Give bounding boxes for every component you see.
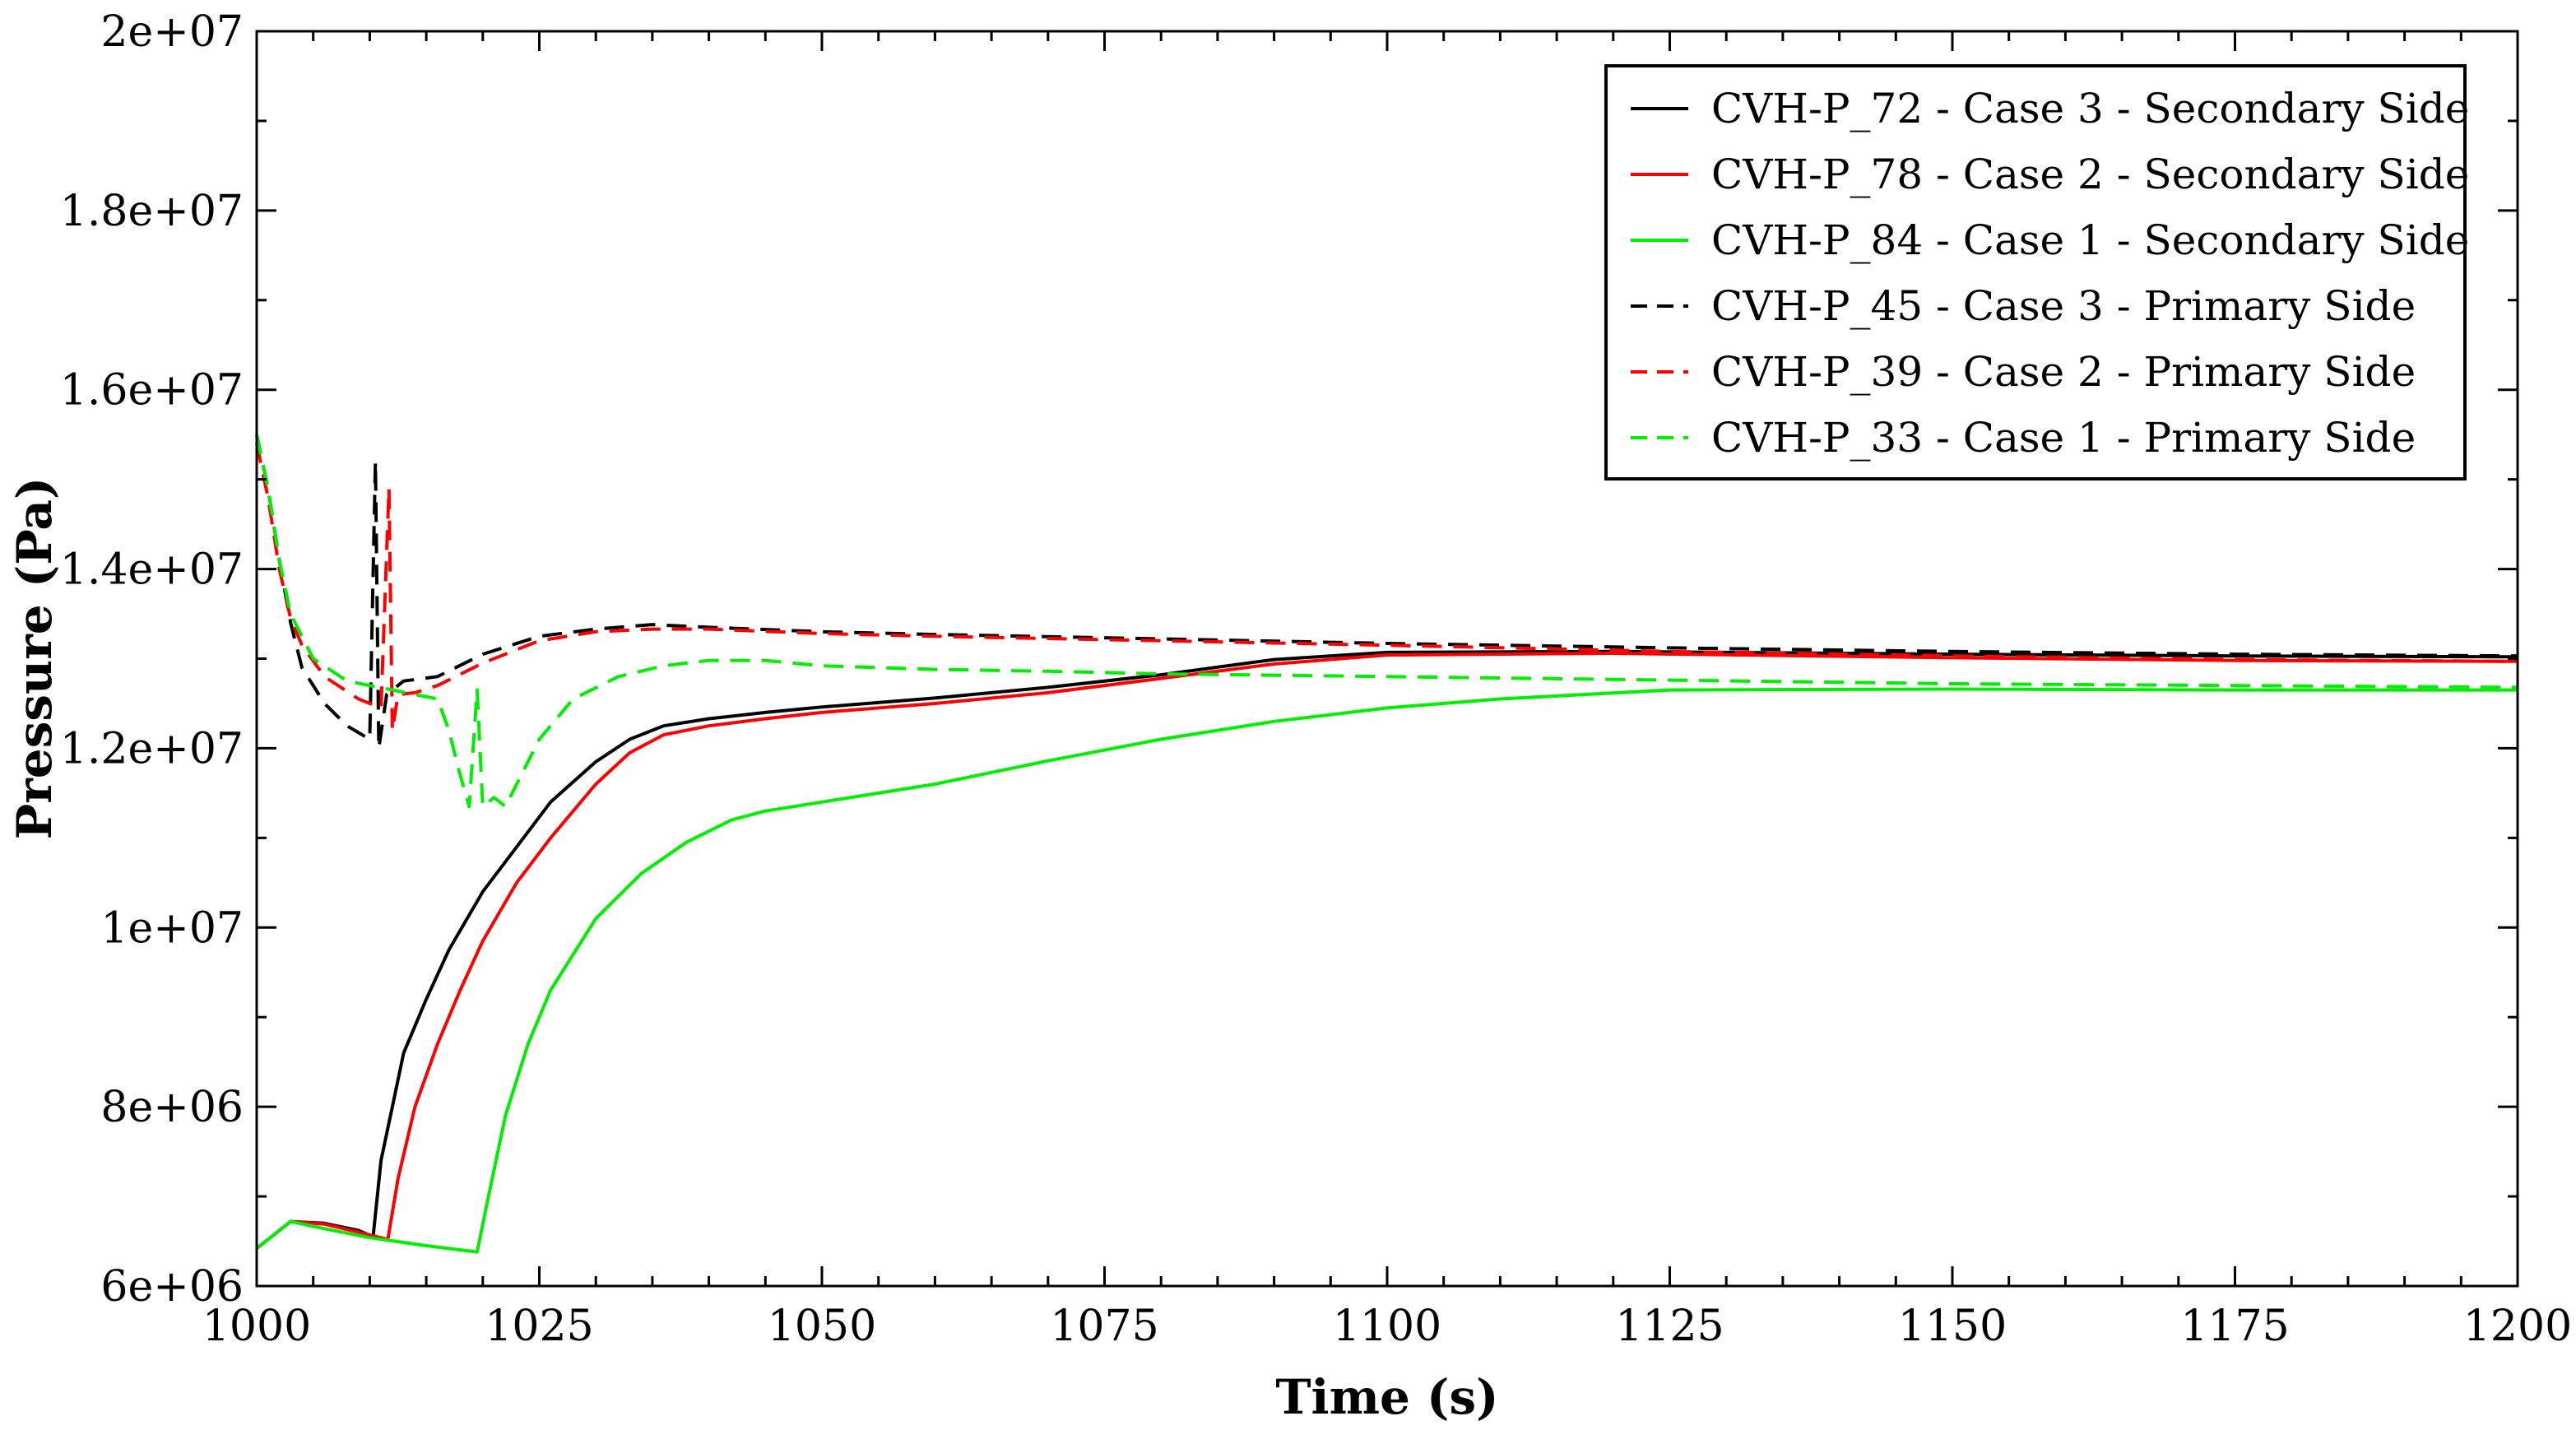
- legend-label-6: CVH-P_33 - Case 1 - Primary Side: [1711, 414, 2416, 462]
- y-tick-label: 8e+06: [100, 1083, 244, 1132]
- x-tick-label: 1025: [485, 1302, 593, 1351]
- y-tick-label: 2e+07: [100, 7, 244, 57]
- axis-ticks: 1000 1025 1050 1075 1100 1125 1150 1175 1200 6e+0…: [60, 7, 2572, 1351]
- legend-label-2: CVH-P_78 - Case 2 - Secondary Side: [1711, 151, 2469, 198]
- y-tick-label: 1.8e+07: [60, 187, 244, 236]
- legend-label-5: CVH-P_39 - Case 2 - Primary Side: [1711, 348, 2416, 396]
- x-tick-label: 1075: [1050, 1302, 1158, 1351]
- legend-label-4: CVH-P_45 - Case 3 - Primary Side: [1711, 282, 2416, 330]
- plot-area-frame: [255, 30, 2519, 1288]
- series-line-1: [255, 649, 2518, 1250]
- y-tick-label: 1.6e+07: [60, 366, 244, 416]
- y-axis-title: Pressure (Pa): [7, 477, 63, 840]
- series-line-3: [255, 687, 2518, 1254]
- x-tick-label: 1175: [2180, 1302, 2289, 1351]
- legend-box: [1604, 64, 2467, 481]
- x-tick-label: 1125: [1615, 1302, 1724, 1351]
- x-tick-label: 1100: [1333, 1302, 1441, 1351]
- y-tick-label: 1.4e+07: [60, 546, 244, 595]
- series-layer: [255, 434, 2518, 1254]
- x-tick-label: 1050: [768, 1302, 876, 1351]
- x-tick-label: 1000: [202, 1302, 311, 1351]
- y-tick-label: 6e+06: [100, 1262, 244, 1312]
- series-line-4: [255, 434, 2518, 750]
- x-axis-title: Time (s): [1275, 1369, 1498, 1425]
- y-tick-label: 1.2e+07: [60, 724, 244, 773]
- series-line-6: [255, 434, 2518, 809]
- legend-label-1: CVH-P_72 - Case 3 - Secondary Side: [1711, 85, 2469, 132]
- legend: CVH-P_72 - Case 3 - Secondary Side CVH-P_…: [1604, 64, 2469, 481]
- x-tick-label: 1200: [2463, 1302, 2572, 1351]
- series-line-2: [255, 652, 2518, 1250]
- y-tick-label: 1e+07: [100, 903, 244, 953]
- x-tick-label: 1150: [1898, 1302, 2007, 1351]
- legend-label-3: CVH-P_84 - Case 1 - Secondary Side: [1711, 216, 2469, 264]
